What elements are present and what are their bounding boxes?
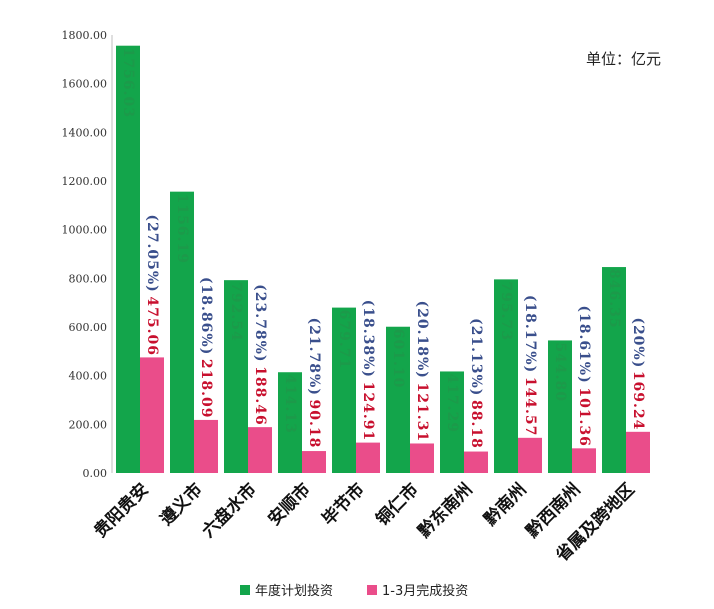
category-label: 安顺市: [264, 479, 315, 530]
percent-label: (21.78%): [306, 318, 322, 396]
category-label: 铜仁市: [372, 479, 423, 530]
done-value-label: 124.91: [360, 382, 376, 442]
plan-value-label: 679.71: [336, 310, 352, 370]
legend-item-plan: 年度计划投资: [240, 580, 333, 599]
category-label: 黔南州: [480, 479, 531, 530]
legend-swatch-done: [367, 584, 378, 595]
legend: 年度计划投资 1-3月完成投资: [240, 580, 502, 599]
done-value-label: 88.18: [468, 400, 484, 449]
percent-label: (18.86%): [198, 277, 214, 355]
percent-label: (21.13%): [468, 318, 484, 396]
y-tick-label: 1000.00: [62, 224, 108, 237]
y-tick-label: 200.00: [69, 418, 108, 431]
plan-value-label: 544.80: [552, 342, 568, 402]
plan-value-label: 1756.03: [120, 48, 136, 118]
category-label: 遵义市: [156, 479, 207, 530]
bar-plan: [278, 372, 302, 473]
legend-swatch-plan: [240, 584, 250, 595]
bar-done: [626, 431, 650, 473]
y-tick-label: 1800.00: [62, 29, 108, 42]
legend-item-done: 1-3月完成投资: [367, 580, 468, 599]
bar-done: [464, 451, 488, 473]
percent-label: (18.17%): [522, 295, 538, 373]
category-label: 毕节市: [318, 479, 369, 530]
category-label: 贵阳贵安: [90, 479, 153, 542]
bar-plan: [332, 307, 356, 473]
percent-label: (23.78%): [252, 284, 268, 362]
done-value-label: 169.24: [630, 371, 646, 431]
bar-plan: [602, 267, 626, 473]
done-value-label: 101.36: [576, 387, 592, 447]
plan-value-label: 1156.19: [174, 194, 190, 264]
done-value-label: 475.06: [144, 296, 160, 356]
plan-value-label: 795.73: [498, 281, 514, 341]
y-tick-label: 1200.00: [62, 175, 108, 188]
bar-plan: [170, 191, 194, 473]
done-value-label: 90.18: [306, 400, 322, 449]
bar-done: [572, 448, 596, 473]
bar-done: [518, 437, 542, 473]
category-label: 黔东南州: [414, 479, 477, 542]
percent-label: (20.18%): [414, 300, 430, 378]
y-tick-label: 600.00: [69, 321, 108, 334]
plan-value-label: 846.35: [606, 269, 622, 329]
y-tick-label: 0.00: [83, 467, 108, 480]
percent-label: (27.05%): [144, 214, 160, 292]
legend-label-done: 1-3月完成投资: [382, 584, 469, 599]
bar-plan: [386, 326, 410, 473]
bar-done: [140, 357, 164, 473]
plan-value-label: 417.29: [444, 373, 460, 433]
y-tick-label: 1400.00: [62, 126, 108, 139]
unit-label: 单位：亿元: [586, 50, 662, 68]
done-value-label: 144.57: [522, 377, 538, 437]
bar-done: [194, 419, 218, 473]
done-value-label: 218.09: [198, 359, 214, 419]
bar-plan: [224, 280, 248, 473]
bar-plan: [116, 45, 140, 473]
legend-label-plan: 年度计划投资: [255, 584, 334, 599]
done-value-label: 121.31: [414, 382, 430, 442]
percent-label: (20%): [630, 317, 646, 368]
done-value-label: 188.46: [252, 366, 268, 426]
bar-done: [248, 427, 272, 473]
y-tick-label: 1600.00: [62, 78, 108, 91]
bar-plan: [440, 371, 464, 473]
plan-value-label: 601.10: [390, 329, 406, 389]
bar-plan: [548, 340, 572, 473]
percent-label: (18.38%): [360, 300, 376, 378]
bar-plan: [494, 279, 518, 473]
y-tick-label: 800.00: [69, 272, 108, 285]
bar-done: [356, 442, 380, 473]
y-tick-label: 400.00: [69, 370, 108, 383]
plan-value-label: 414.13: [282, 374, 298, 434]
bar-done: [410, 443, 434, 473]
bar-done: [302, 451, 326, 473]
category-label: 六盘水市: [198, 479, 261, 542]
plan-value-label: 792.54: [228, 282, 244, 342]
percent-label: (18.61%): [576, 305, 592, 383]
